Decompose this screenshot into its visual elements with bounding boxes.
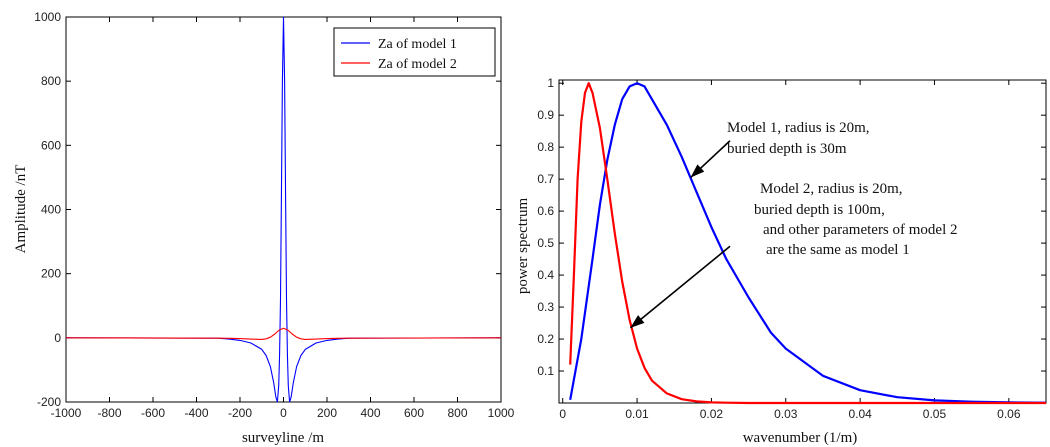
amplitude-y-tick-label-1000: 1000 <box>34 10 61 24</box>
spectrum-series <box>569 82 1047 405</box>
amplitude-x-tick-label-600: 600 <box>404 406 424 420</box>
amplitude-y-tick-label-400: 400 <box>41 203 61 217</box>
spectrum-x-tick-label-0-05: 0.05 <box>923 407 947 421</box>
amplitude-y-tick-label-200: 200 <box>41 267 61 281</box>
amplitude-x-tick-label-1000: 1000 <box>488 406 515 420</box>
amplitude-x-tick-label-200: 200 <box>317 406 337 420</box>
amplitude-x-tick-label-200: -200 <box>228 406 252 420</box>
amplitude-series-line-2 <box>65 327 502 340</box>
spectrum-y-tick-label-0-5: 0.5 <box>537 236 554 250</box>
annotation-model-2-arrow <box>629 245 731 329</box>
amplitude-x-tick-label-800: -800 <box>97 406 121 420</box>
spectrum-x-tick-label-0-01: 0.01 <box>625 407 649 421</box>
amplitude-y-ticks: -200 0 200 400 600 800 1000 <box>34 10 501 409</box>
spectrum-x-ticks: 0 0.01 0.02 0.03 0.04 0.05 0.06 <box>559 80 1021 421</box>
amplitude-series-line-1 <box>65 16 502 403</box>
annotation-model-1: Model 1, radius is 20m, buried depth is … <box>690 120 870 179</box>
annotation-model-1-line-1: Model 1, radius is 20m, <box>727 120 870 136</box>
spectrum-series-line-2 <box>569 82 1046 405</box>
annotation-model-1-line-2: buried depth is 30m <box>727 141 847 157</box>
amplitude-x-tick-label-400: -400 <box>184 406 208 420</box>
legend-box <box>333 27 496 77</box>
amplitude-x-tick-label-600: -600 <box>141 406 165 420</box>
legend-label-model-2: Za of model 2 <box>378 57 457 72</box>
legend-label-model-1: Za of model 1 <box>378 37 457 52</box>
amplitude-y-tick-label-0: 0 <box>54 331 61 345</box>
amplitude-y-tick-label-200: -200 <box>37 395 61 409</box>
spectrum-y-tick-label-0-9: 0.9 <box>537 108 554 122</box>
amplitude-x-ticks: -1000 -800 -600 -400 -200 0 200 400 600 800 1000 <box>51 17 515 420</box>
spectrum-plot-frame <box>558 79 1047 404</box>
annotation-model-2-line-4: are the same as model 1 <box>766 242 910 258</box>
amplitude-series <box>65 16 502 403</box>
spectrum-y-tick-label-0-4: 0.4 <box>537 268 554 282</box>
spectrum-y-tick-label-0-6: 0.6 <box>537 204 554 218</box>
annotation-model-2-line-3: and other parameters of model 2 <box>763 222 958 238</box>
amplitude-y-label: Amplitude /nT <box>13 165 29 254</box>
legend: Za of model 1 Za of model 2 <box>333 27 496 77</box>
annotation-model-2-arrow-head <box>630 315 645 328</box>
spectrum-y-ticks: 0.1 0.2 0.3 0.4 0.5 0.6 0.7 0.8 0.9 1 <box>537 76 1046 378</box>
annotation-model-1-arrow-head <box>690 164 705 178</box>
power-spectrum-chart: 0 0.01 0.02 0.03 0.04 0.05 0.06 0.10.20.30.40.… <box>515 76 1047 446</box>
amplitude-x-tick-label-800: 800 <box>447 406 467 420</box>
amplitude-y-tick-label-800: 800 <box>41 74 61 88</box>
spectrum-y-tick-label-0-7: 0.7 <box>537 172 554 186</box>
spectrum-y-tick-label-0-8: 0.8 <box>537 140 554 154</box>
annotation-model-2: Model 2, radius is 20m, buried depth is … <box>629 181 958 329</box>
spectrum-x-label: wavenumber (1/m) <box>743 430 858 446</box>
spectrum-y-tick-label-1: 1 <box>547 76 554 90</box>
spectrum-x-tick-label-0-03: 0.03 <box>774 407 798 421</box>
spectrum-x-tick-label-0: 0 <box>559 407 566 421</box>
amplitude-y-tick-label-600: 600 <box>41 138 61 152</box>
spectrum-x-tick-label-0-04: 0.04 <box>848 407 872 421</box>
spectrum-x-tick-label-0-02: 0.02 <box>700 407 724 421</box>
spectrum-y-tick-label-0-1: 0.1 <box>537 364 554 378</box>
amplitude-chart: -1000 -800 -600 -400 -200 0 200 400 600 800 1000 -… <box>13 10 515 446</box>
amplitude-x-tick-label-1000: -1000 <box>51 406 82 420</box>
spectrum-y-label: power spectrum <box>515 198 531 295</box>
spectrum-y-tick-label-0-2: 0.2 <box>537 332 554 346</box>
annotation-model-2-line-1: Model 2, radius is 20m, <box>760 181 903 197</box>
amplitude-x-tick-label-400: 400 <box>360 406 380 420</box>
annotation-model-2-line-2: buried depth is 100m, <box>754 202 885 218</box>
annotation-model-1-arrow <box>690 140 731 179</box>
spectrum-series-line-1 <box>569 82 1047 404</box>
amplitude-x-tick-label-0: 0 <box>280 406 287 420</box>
annotation-model-2-arrow-shaft <box>629 245 731 329</box>
spectrum-x-tick-label-0-06: 0.06 <box>997 407 1021 421</box>
spectrum-y-tick-label-0-3: 0.3 <box>537 300 554 314</box>
amplitude-x-label: surveyline /m <box>242 430 324 446</box>
